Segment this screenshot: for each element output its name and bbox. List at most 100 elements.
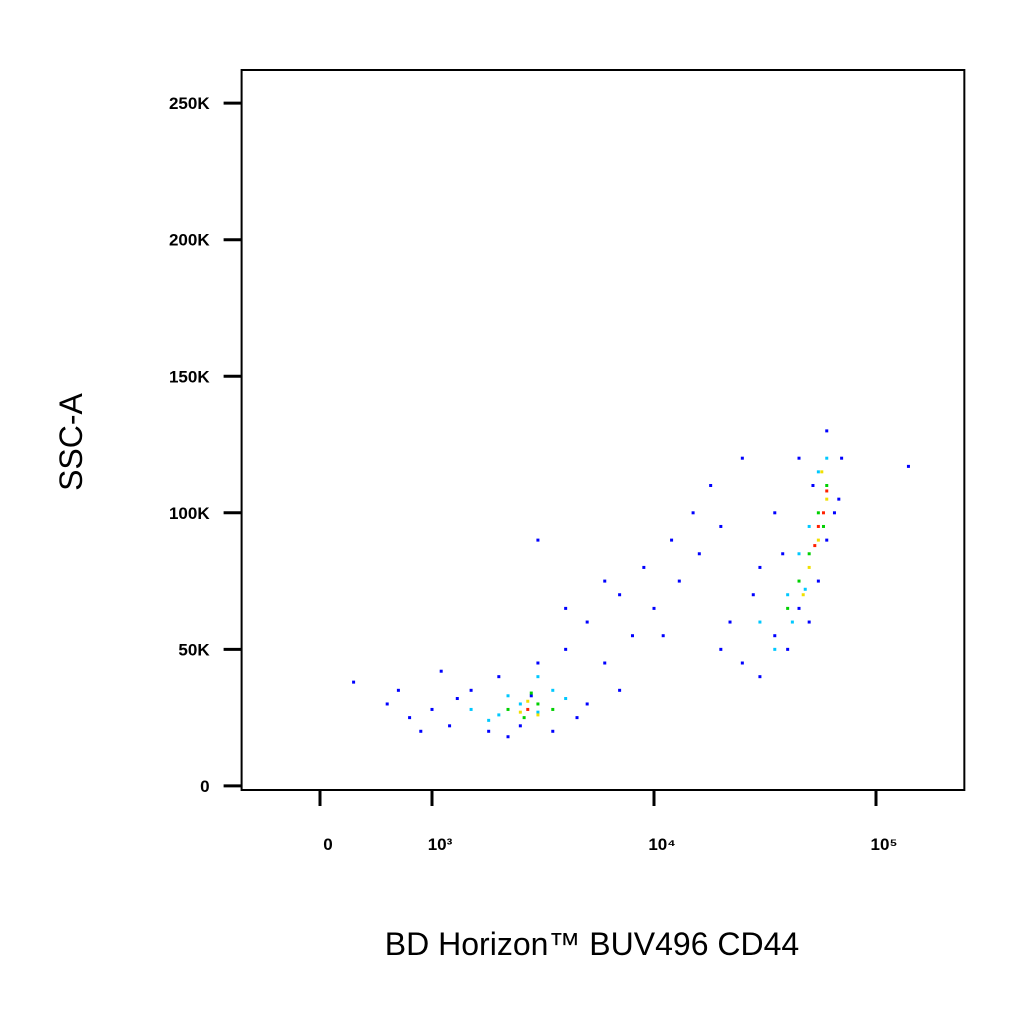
point <box>564 697 568 701</box>
point <box>786 647 790 651</box>
point <box>536 538 540 542</box>
point <box>564 606 568 610</box>
x-axis-label: BD Horizon™ BUV496 CD44 <box>385 926 799 962</box>
point <box>781 552 785 556</box>
point <box>816 579 820 583</box>
point <box>497 713 501 717</box>
point <box>740 661 744 665</box>
point <box>786 593 790 597</box>
point <box>837 497 841 501</box>
point <box>439 669 443 673</box>
point <box>813 544 817 548</box>
y-tick-label: 150K <box>169 367 210 386</box>
point <box>719 524 723 528</box>
point <box>487 729 491 733</box>
y-tick-label: 50K <box>178 640 210 659</box>
point <box>816 511 820 515</box>
point <box>630 634 634 638</box>
point <box>816 470 820 474</box>
point <box>430 707 434 711</box>
point <box>807 565 811 569</box>
point <box>773 647 777 651</box>
point <box>661 634 665 638</box>
point <box>408 716 412 720</box>
y-tick-label: 250K <box>169 94 210 113</box>
point <box>522 716 526 720</box>
point <box>807 524 811 528</box>
point <box>506 735 510 739</box>
point <box>652 606 656 610</box>
point <box>536 661 540 665</box>
point <box>691 511 695 515</box>
point <box>758 620 762 624</box>
point <box>396 688 400 692</box>
x-tick-label: 10⁴ <box>648 835 675 854</box>
point <box>618 688 622 692</box>
point <box>526 699 530 703</box>
point <box>564 647 568 651</box>
point <box>419 729 423 733</box>
point <box>801 593 805 597</box>
point <box>551 729 555 733</box>
point <box>803 587 807 591</box>
point <box>773 511 777 515</box>
point <box>807 552 811 556</box>
point <box>728 620 732 624</box>
point <box>816 538 820 542</box>
point <box>807 620 811 624</box>
point <box>536 675 540 679</box>
point <box>518 702 522 706</box>
x-tick-label: 10³ <box>428 835 453 854</box>
point <box>719 647 723 651</box>
point <box>352 680 356 684</box>
point <box>821 511 825 515</box>
point <box>811 483 815 487</box>
point <box>697 552 701 556</box>
point <box>709 483 713 487</box>
point <box>825 429 829 433</box>
point <box>506 707 510 711</box>
point <box>536 702 540 706</box>
point <box>536 710 540 714</box>
point <box>825 497 829 501</box>
point <box>821 524 825 528</box>
point <box>773 634 777 638</box>
x-tick-label: 10⁵ <box>871 835 898 854</box>
point <box>497 675 501 679</box>
point <box>820 470 824 474</box>
point <box>551 707 555 711</box>
point <box>455 697 459 701</box>
point <box>797 552 801 556</box>
point <box>670 538 674 542</box>
point <box>825 538 829 542</box>
point <box>526 707 530 711</box>
y-tick-label: 0 <box>200 777 209 796</box>
point <box>786 606 790 610</box>
point <box>825 483 829 487</box>
point <box>518 710 522 714</box>
point <box>797 456 801 460</box>
point <box>518 724 522 728</box>
point <box>840 456 844 460</box>
point <box>906 464 910 468</box>
point <box>758 565 762 569</box>
point <box>790 620 794 624</box>
point <box>529 691 533 695</box>
point <box>758 675 762 679</box>
point <box>618 593 622 597</box>
point <box>603 579 607 583</box>
point <box>797 579 801 583</box>
plot-frame <box>240 69 966 791</box>
point <box>536 713 540 717</box>
point <box>797 606 801 610</box>
point <box>385 702 389 706</box>
y-axis-label: SSC-A <box>53 392 89 490</box>
point <box>529 694 533 698</box>
point <box>677 579 681 583</box>
point <box>825 489 829 493</box>
x-tick-label: 0 <box>323 835 332 854</box>
point <box>487 718 491 722</box>
point <box>469 688 473 692</box>
point <box>825 456 829 460</box>
